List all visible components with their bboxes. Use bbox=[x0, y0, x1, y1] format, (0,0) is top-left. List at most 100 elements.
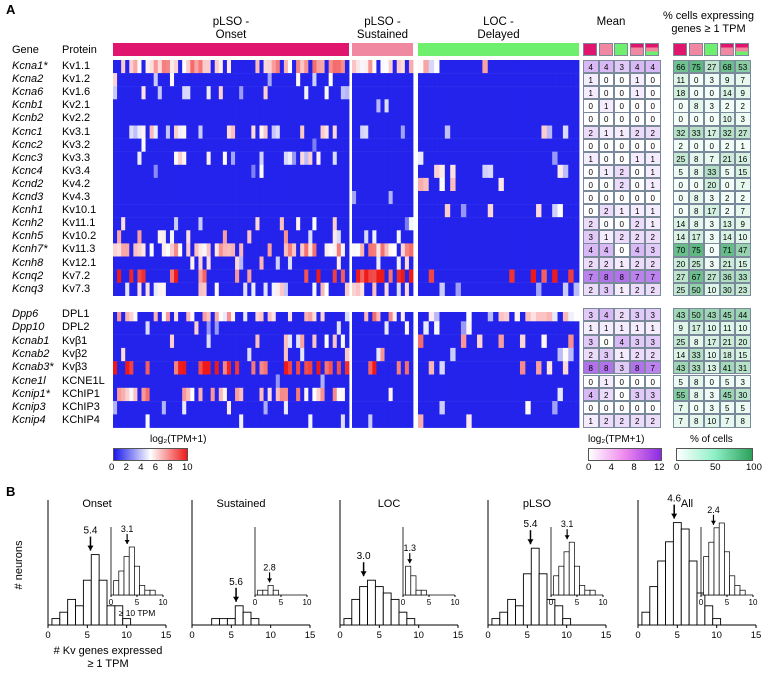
heatmap-cell bbox=[263, 414, 269, 428]
heatmap-cell bbox=[243, 125, 248, 139]
protein-name: DPL2 bbox=[62, 321, 90, 334]
heatmap-cell bbox=[466, 177, 473, 192]
pct-cell: 75 bbox=[688, 243, 704, 257]
heatmap-cell bbox=[482, 401, 489, 415]
mean-cell: 0 bbox=[629, 191, 645, 205]
heatmap-cell bbox=[186, 217, 191, 231]
heatmap-cell bbox=[153, 269, 159, 283]
heatmap-cell bbox=[444, 243, 451, 257]
mean-cell: 0 bbox=[614, 99, 630, 113]
heatmap-cell bbox=[157, 243, 163, 257]
heatmap-cell bbox=[380, 282, 385, 296]
mean-cell: 1 bbox=[645, 217, 661, 231]
heatmap-cell bbox=[536, 256, 542, 270]
heatmap-cell bbox=[336, 243, 342, 257]
heatmap-cell bbox=[482, 217, 489, 231]
heatmap-cell bbox=[364, 164, 369, 179]
heatmap-cell bbox=[296, 269, 301, 283]
heatmap-cell bbox=[455, 361, 462, 375]
heatmap-cell bbox=[493, 334, 499, 349]
heatmap-cell bbox=[466, 191, 473, 205]
heatmap-cell bbox=[396, 204, 402, 218]
heatmap-cell bbox=[287, 112, 293, 126]
heatmap-cell bbox=[372, 361, 377, 375]
heatmap-cell bbox=[364, 191, 369, 205]
heatmap-cell bbox=[308, 125, 313, 139]
heatmap-cell bbox=[546, 414, 553, 428]
heatmap-cell bbox=[364, 256, 369, 270]
heatmap-cell bbox=[352, 138, 357, 152]
heatmap-cell bbox=[222, 204, 228, 218]
heatmap-cell bbox=[356, 191, 361, 205]
heatmap-cell bbox=[206, 86, 212, 100]
heatmap-cell bbox=[444, 99, 451, 113]
heatmap-cell bbox=[235, 256, 240, 270]
heatmap-cell bbox=[557, 387, 564, 402]
heatmap-cell bbox=[519, 125, 526, 139]
heatmap-cell bbox=[271, 99, 277, 113]
heatmap-cell bbox=[372, 177, 377, 192]
heatmap-cell bbox=[557, 321, 564, 335]
mean-cell: 1 bbox=[598, 230, 614, 244]
heatmap-cell bbox=[482, 112, 489, 126]
heatmap-cell bbox=[482, 60, 489, 74]
heatmap-cell bbox=[169, 387, 175, 402]
heatmap-cell bbox=[392, 347, 398, 362]
heatmap-cell bbox=[477, 243, 483, 257]
heatmap-cell bbox=[271, 73, 277, 87]
pct-cell: 5 bbox=[719, 401, 735, 415]
heatmap-cell bbox=[182, 256, 187, 270]
heatmap-cell bbox=[145, 308, 151, 322]
heatmap-cell bbox=[226, 73, 232, 87]
heatmap-cell bbox=[509, 99, 515, 113]
heatmap-cell bbox=[434, 177, 440, 192]
heatmap-cell bbox=[530, 282, 537, 296]
heatmap-cell bbox=[210, 401, 216, 415]
mean-cell: 1 bbox=[645, 177, 661, 192]
heatmap-cell bbox=[275, 230, 281, 244]
heatmap-cell bbox=[149, 347, 155, 362]
heatmap-cell bbox=[222, 191, 228, 205]
heatmap-cell bbox=[396, 269, 402, 283]
heatmap-cell bbox=[275, 112, 281, 126]
heatmap-cell bbox=[198, 308, 203, 322]
heatmap-cell bbox=[328, 204, 334, 218]
heatmap-cell bbox=[190, 401, 195, 415]
heatmap-cell bbox=[271, 125, 277, 139]
heatmap-cell bbox=[320, 138, 325, 152]
heatmap-cell bbox=[552, 282, 558, 296]
heatmap-cell bbox=[320, 86, 325, 100]
heatmap-cell bbox=[235, 414, 240, 428]
heatmap-cell bbox=[396, 387, 402, 402]
heatmap-cell bbox=[145, 361, 151, 375]
heatmap-cell bbox=[194, 282, 199, 296]
heatmap-cell bbox=[165, 112, 171, 126]
heatmap-cell bbox=[300, 73, 305, 87]
heatmap-cell bbox=[125, 401, 130, 415]
heatmap-cell bbox=[340, 86, 346, 100]
mean-arrow-head bbox=[360, 571, 367, 577]
heatmap-cell bbox=[376, 387, 381, 402]
heatmap-cell bbox=[231, 243, 236, 257]
heatmap-cell bbox=[133, 401, 138, 415]
mean-cell: 0 bbox=[583, 99, 599, 113]
histogram-bar bbox=[530, 547, 540, 626]
heatmap-cell bbox=[198, 361, 203, 375]
heatmap-cell bbox=[133, 282, 138, 296]
inset-bar bbox=[729, 575, 736, 596]
mean-cell: 1 bbox=[629, 73, 645, 87]
mean-cell: 0 bbox=[614, 86, 630, 100]
heatmap-cell bbox=[530, 151, 537, 165]
heatmap-cell bbox=[372, 204, 377, 218]
heatmap-cell bbox=[332, 112, 338, 126]
heatmap-cell bbox=[525, 243, 532, 257]
mean-cell: 2 bbox=[629, 230, 645, 244]
heatmap-cell bbox=[487, 125, 494, 139]
heatmap-cell bbox=[514, 99, 521, 113]
heatmap-cell bbox=[267, 387, 273, 402]
mean-cell: 2 bbox=[583, 256, 599, 270]
heatmap-cell bbox=[503, 60, 510, 74]
heatmap-cell bbox=[376, 204, 381, 218]
heatmap-cell bbox=[376, 230, 381, 244]
heatmap-cell bbox=[418, 86, 424, 100]
